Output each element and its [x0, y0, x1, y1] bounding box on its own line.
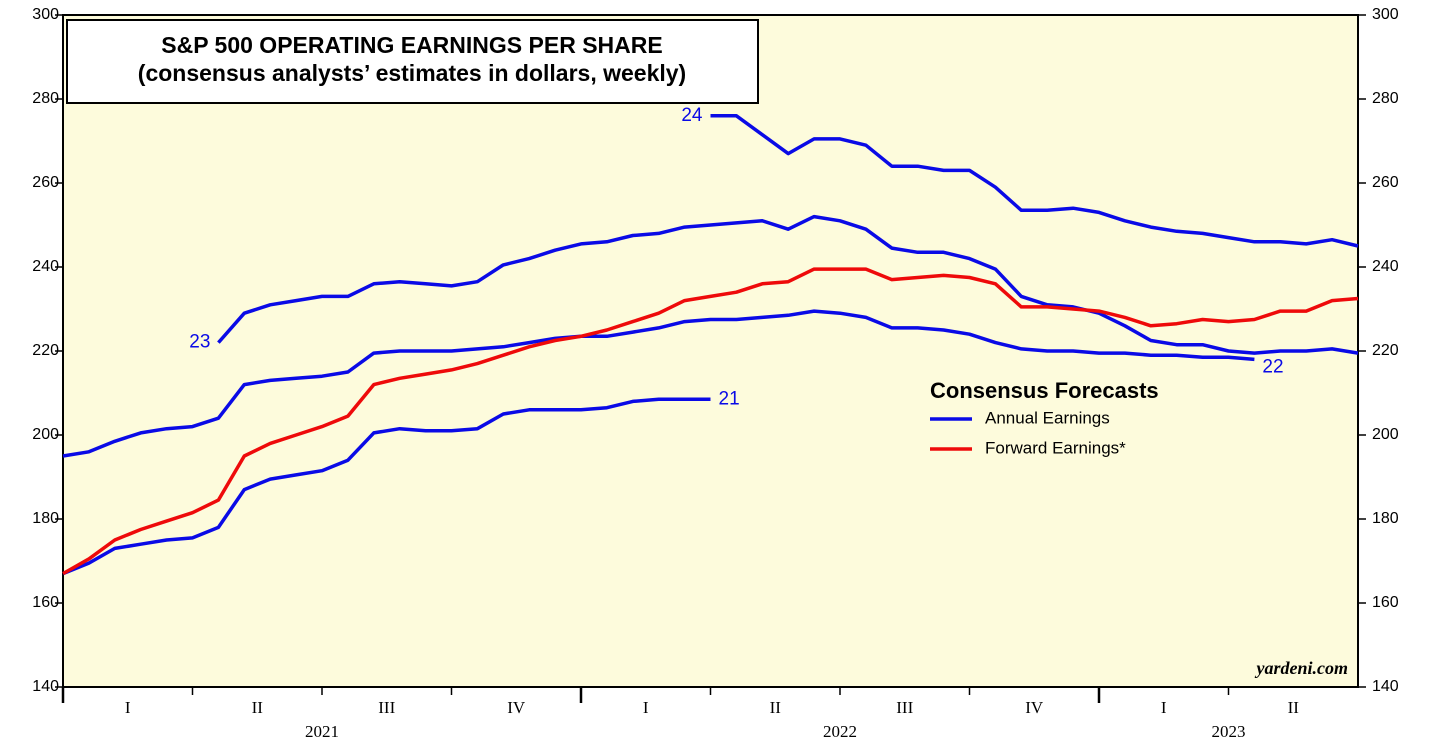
series-line: [217, 214, 1359, 355]
y-tick-label: 140: [32, 678, 59, 695]
series-line: [62, 267, 1359, 576]
y2-tick-label: 260: [1372, 174, 1399, 191]
x-tick-label: I: [1161, 698, 1167, 717]
legend-title: Consensus Forecasts: [930, 378, 1159, 403]
legend-label: Forward Earnings*: [985, 438, 1126, 457]
x-tick-label: II: [1288, 698, 1300, 717]
x-tick-label: IV: [507, 698, 526, 717]
y-tick-label: 180: [32, 510, 59, 527]
y2-tick-label: 140: [1372, 678, 1399, 695]
y2-tick-label: 200: [1372, 426, 1399, 443]
y2-tick-label: 300: [1372, 6, 1399, 23]
y2-tick-label: 280: [1372, 90, 1399, 107]
year-label: 2023: [1212, 722, 1246, 741]
year-label: 2021: [305, 722, 339, 741]
y-tick-label: 260: [32, 174, 59, 191]
y2-tick-label: 160: [1372, 594, 1399, 611]
series-line: [62, 309, 1255, 458]
y-tick-label: 160: [32, 594, 59, 611]
series-label: 24: [681, 105, 703, 126]
y-tick-label: 280: [32, 90, 59, 107]
y2-tick-label: 220: [1372, 342, 1399, 359]
y-tick-label: 240: [32, 258, 59, 275]
series-label: 22: [1262, 356, 1283, 377]
plot-area: [62, 14, 1359, 688]
x-tick-label: III: [378, 698, 395, 717]
series-label: 21: [719, 388, 740, 409]
y-tick-label: 200: [32, 426, 59, 443]
chart-subtitle: (consensus analysts’ estimates in dollar…: [138, 60, 686, 86]
y-tick-label: 220: [32, 342, 59, 359]
series-line: [62, 397, 711, 576]
title-box: [66, 19, 759, 104]
series-line: [710, 114, 1359, 248]
x-tick-label: II: [252, 698, 264, 717]
x-tick-label: II: [770, 698, 782, 717]
x-tick-label: I: [125, 698, 131, 717]
y2-tick-label: 180: [1372, 510, 1399, 527]
year-label: 2022: [823, 722, 857, 741]
y-tick-label: 300: [32, 6, 59, 23]
x-tick-label: IV: [1025, 698, 1044, 717]
y2-tick-label: 240: [1372, 258, 1399, 275]
series-label: 23: [189, 332, 210, 353]
source: yardeni.com: [1255, 658, 1349, 678]
legend-label: Annual Earnings: [985, 408, 1110, 427]
x-tick-label: I: [643, 698, 649, 717]
x-tick-label: III: [896, 698, 913, 717]
chart-title: S&P 500 OPERATING EARNINGS PER SHARE: [161, 32, 662, 58]
